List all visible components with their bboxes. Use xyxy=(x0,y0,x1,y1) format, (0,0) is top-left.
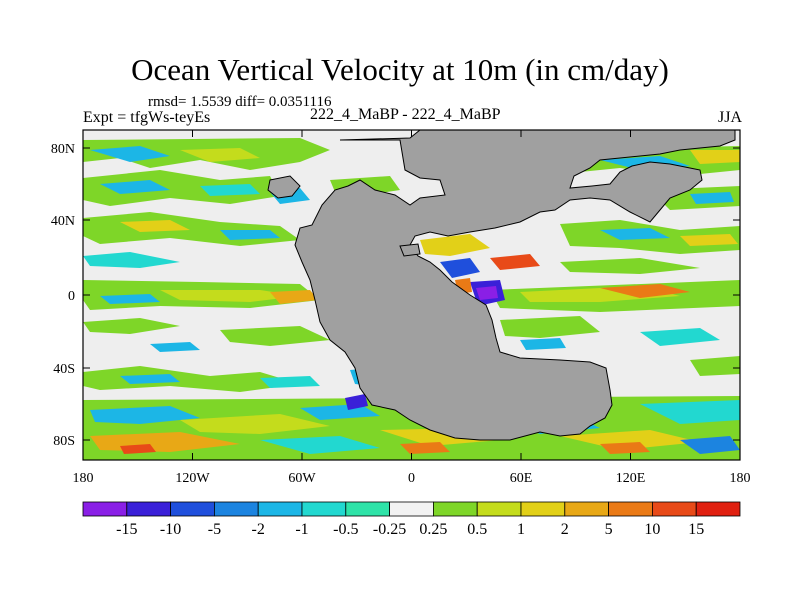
colorbar-label: -10 xyxy=(160,521,181,538)
colorbar-swatch xyxy=(345,501,390,517)
longitude-axis: 180 120W 60W 0 60E 120E 180 xyxy=(73,130,751,486)
colorbar-swatch xyxy=(301,501,347,517)
colorbar-label: 0.5 xyxy=(467,521,487,538)
colorbar-label: -1 xyxy=(295,521,308,538)
lat-tick-label: 0 xyxy=(68,289,75,304)
colorbar-swatch xyxy=(520,501,566,517)
stats-line: rmsd= 1.5539 diff= 0.0351116 xyxy=(148,94,332,110)
lat-tick-label: 80S xyxy=(53,434,75,449)
lon-tick-label: 180 xyxy=(73,471,94,486)
colorbar-label: 10 xyxy=(644,521,660,538)
season-label: JJA xyxy=(718,109,743,126)
colorbar-label: 1 xyxy=(517,521,525,538)
lon-tick-label: 60E xyxy=(510,471,533,486)
case-label: 222_4_MaBP - 222_4_MaBP xyxy=(310,106,501,123)
lat-tick-label: 40S xyxy=(53,362,75,377)
lat-tick-label: 40N xyxy=(51,214,75,229)
colorbar-label: -0.25 xyxy=(373,521,406,538)
colorbar-label: 2 xyxy=(561,521,569,538)
colorbar-label: -5 xyxy=(208,521,221,538)
colorbar-swatch xyxy=(432,501,478,517)
colorbar-swatch xyxy=(608,501,653,517)
colorbar-swatch xyxy=(82,501,128,517)
lon-tick-label: 0 xyxy=(408,471,415,486)
colorbar-swatch xyxy=(257,501,303,517)
colorbar-swatch xyxy=(213,501,259,517)
lon-tick-label: 180 xyxy=(730,471,751,486)
land-continent-west xyxy=(294,130,736,441)
colorbar-label: -0.5 xyxy=(333,521,358,538)
colorbar: -15 -10 -5 -2 -1 -0.5 -0.25 0.25 0.5 1 2 5 10 15 xyxy=(82,501,741,538)
colorbar-label: 15 xyxy=(688,521,704,538)
colorbar-swatch xyxy=(389,501,434,517)
lon-tick-label: 60W xyxy=(288,471,316,486)
colorbar-swatch xyxy=(170,501,215,517)
lat-tick-label: 80N xyxy=(51,142,75,157)
experiment-label: Expt = tfgWs-teyEs xyxy=(83,109,211,126)
map-title: Ocean Vertical Velocity at 10m (in cm/da… xyxy=(131,52,669,87)
land-greenland xyxy=(267,175,301,199)
latitude-axis: 80N 40N 0 40S 80S xyxy=(51,142,740,449)
colorbar-label: -2 xyxy=(252,521,265,538)
colorbar-label: -15 xyxy=(116,521,137,538)
colorbar-swatch xyxy=(126,501,172,517)
colorbar-swatch xyxy=(695,501,741,517)
colorbar-label: 0.25 xyxy=(419,521,447,538)
colorbar-swatch xyxy=(476,501,522,517)
lon-tick-label: 120E xyxy=(616,471,646,486)
colorbar-label: 5 xyxy=(605,521,613,538)
lon-tick-label: 120W xyxy=(175,471,210,486)
colorbar-swatch xyxy=(652,501,697,517)
land-island xyxy=(399,243,421,257)
land-masses xyxy=(267,130,736,441)
colorbar-swatch xyxy=(564,501,609,517)
ocean-field xyxy=(83,130,740,460)
